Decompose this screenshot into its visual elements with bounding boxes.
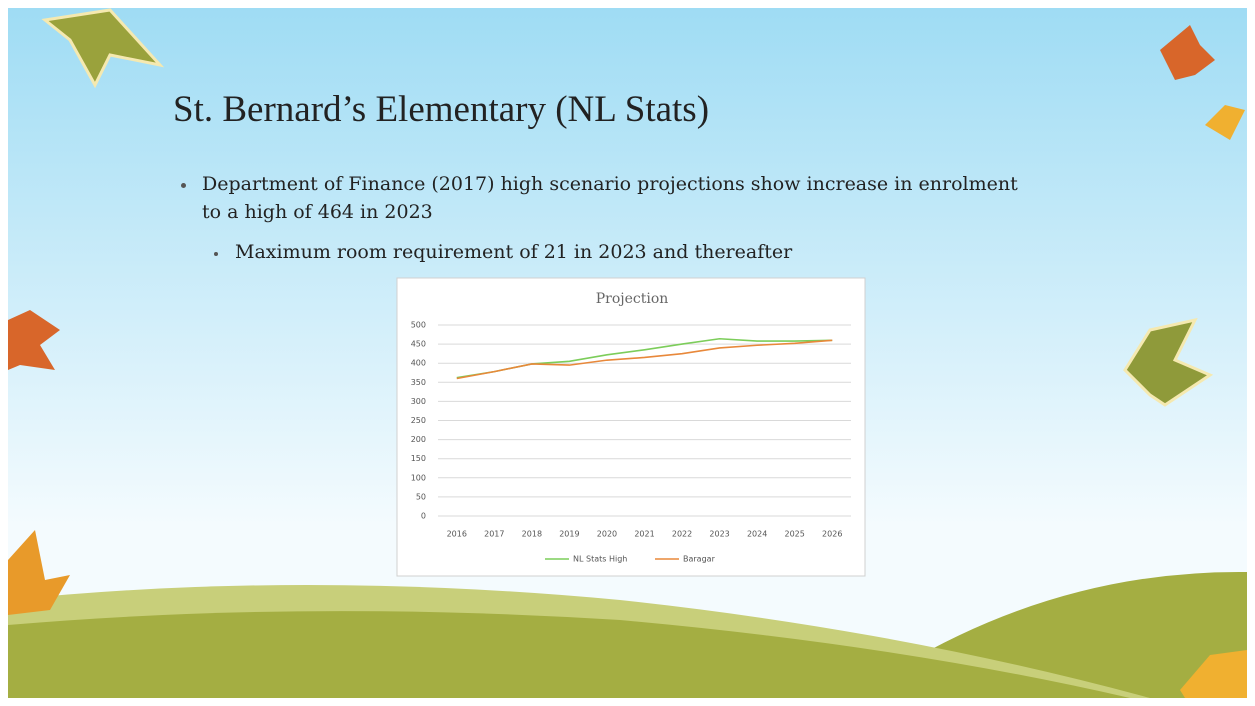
- y-tick-label: 0: [421, 512, 426, 521]
- x-tick-label: 2020: [597, 530, 617, 539]
- page: St. Bernard’s Elementary (NL Stats) Depa…: [0, 0, 1255, 706]
- y-tick-label: 400: [411, 359, 426, 368]
- y-tick-label: 200: [411, 435, 426, 444]
- y-tick-label: 150: [411, 454, 426, 463]
- y-tick-label: 50: [416, 492, 426, 501]
- y-tick-label: 100: [411, 473, 426, 482]
- x-tick-label: 2016: [447, 530, 467, 539]
- y-tick-label: 350: [411, 378, 426, 387]
- x-tick-label: 2017: [484, 530, 504, 539]
- x-tick-label: 2023: [709, 530, 729, 539]
- y-tick-label: 300: [411, 397, 426, 406]
- chart: Projection 0 50 100 150 200 250 300 350 400 450 50…: [0, 0, 1255, 706]
- y-tick-label: 250: [411, 416, 426, 425]
- chart-title: Projection: [596, 291, 669, 307]
- x-tick-label: 2024: [747, 530, 767, 539]
- x-tick-label: 2018: [522, 530, 542, 539]
- y-tick-label: 500: [411, 321, 426, 330]
- y-tick-label: 450: [411, 340, 426, 349]
- x-tick-label: 2022: [672, 530, 692, 539]
- legend-label: Baragar: [683, 555, 716, 564]
- legend-label: NL Stats High: [573, 555, 627, 564]
- series-line: [457, 340, 832, 378]
- x-tick-label: 2019: [559, 530, 579, 539]
- x-tick-label: 2021: [634, 530, 654, 539]
- x-tick-label: 2026: [822, 530, 842, 539]
- x-tick-label: 2025: [785, 530, 805, 539]
